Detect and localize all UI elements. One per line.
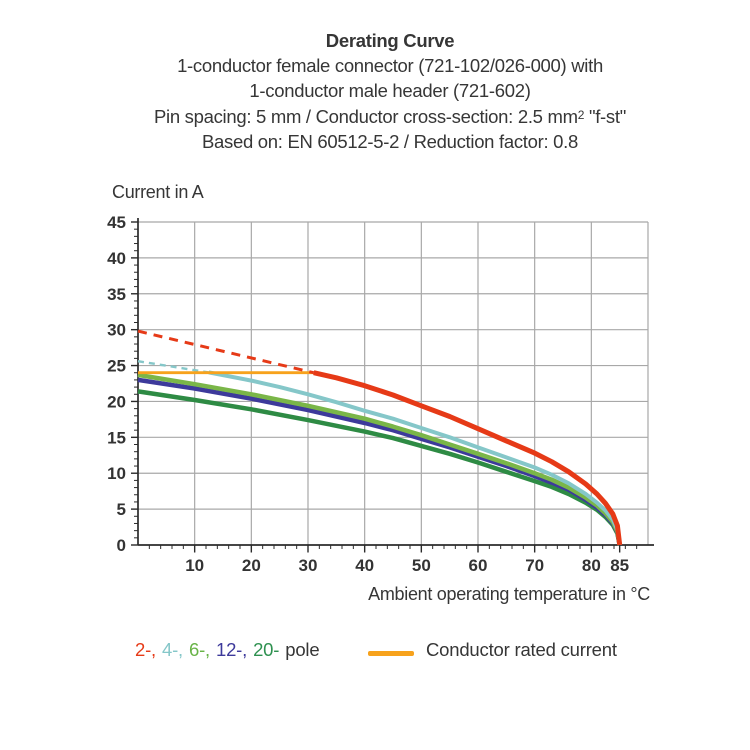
curve-2-pole-above-rated bbox=[137, 329, 315, 375]
x-tick-label: 40 bbox=[355, 556, 374, 575]
x-tick-label: 85 bbox=[610, 556, 629, 575]
legend-pole-label: 6-, bbox=[189, 639, 210, 660]
y-tick-label: 10 bbox=[107, 464, 126, 483]
y-tick-label: 15 bbox=[107, 428, 126, 447]
legend-pole-label: 2-, bbox=[135, 639, 156, 660]
superscript-2: 2 bbox=[577, 108, 585, 122]
y-tick-label: 20 bbox=[107, 392, 126, 411]
y-tick-label: 40 bbox=[107, 249, 126, 268]
x-axis-title: Ambient operating temperature in °C bbox=[368, 584, 650, 604]
rated-current-legend-label: Conductor rated current bbox=[426, 639, 617, 660]
curve-4-pole bbox=[208, 370, 622, 546]
y-tick-label: 45 bbox=[107, 213, 126, 232]
y-tick-label: 5 bbox=[117, 500, 126, 519]
legend-pole-label: 4-, bbox=[162, 639, 183, 660]
curve-2-pole bbox=[313, 370, 623, 546]
x-tick-label: 20 bbox=[242, 556, 261, 575]
legend-pole-suffix: pole bbox=[285, 639, 320, 660]
x-tick-label: 30 bbox=[299, 556, 318, 575]
chart-subtitle-standard: Based on: EN 60512-5-2 / Reduction facto… bbox=[202, 131, 578, 152]
legend-poles: 2-, 4-, 6-, 12-, 20- pole bbox=[135, 639, 325, 661]
curve-4-pole-above-rated bbox=[137, 360, 209, 374]
chart-subtitle-header: 1-conductor male header (721-602) bbox=[249, 80, 531, 101]
y-tick-label: 25 bbox=[107, 357, 126, 376]
x-tick-label: 70 bbox=[525, 556, 544, 575]
x-tick-label: 80 bbox=[582, 556, 601, 575]
x-tick-label: 50 bbox=[412, 556, 431, 575]
rated-current-legend-swatch bbox=[368, 651, 414, 656]
legend-pole-label: 12-, bbox=[216, 639, 248, 660]
y-axis-title: Current in A bbox=[112, 182, 204, 202]
y-tick-label: 35 bbox=[107, 285, 126, 304]
legend-pole-label: 20- bbox=[253, 639, 280, 660]
title-block: Derating Curve 1-conductor female connec… bbox=[30, 28, 750, 154]
chart-subtitle-connector: 1-conductor female connector (721-102/02… bbox=[177, 55, 603, 76]
chart-subtitle-spacing: Pin spacing: 5 mm / Conductor cross-sect… bbox=[154, 106, 626, 127]
y-tick-label: 0 bbox=[117, 536, 126, 555]
x-tick-label: 60 bbox=[469, 556, 488, 575]
chart-title: Derating Curve bbox=[325, 30, 455, 51]
y-tick-label: 30 bbox=[107, 321, 126, 340]
x-tick-label: 10 bbox=[185, 556, 204, 575]
